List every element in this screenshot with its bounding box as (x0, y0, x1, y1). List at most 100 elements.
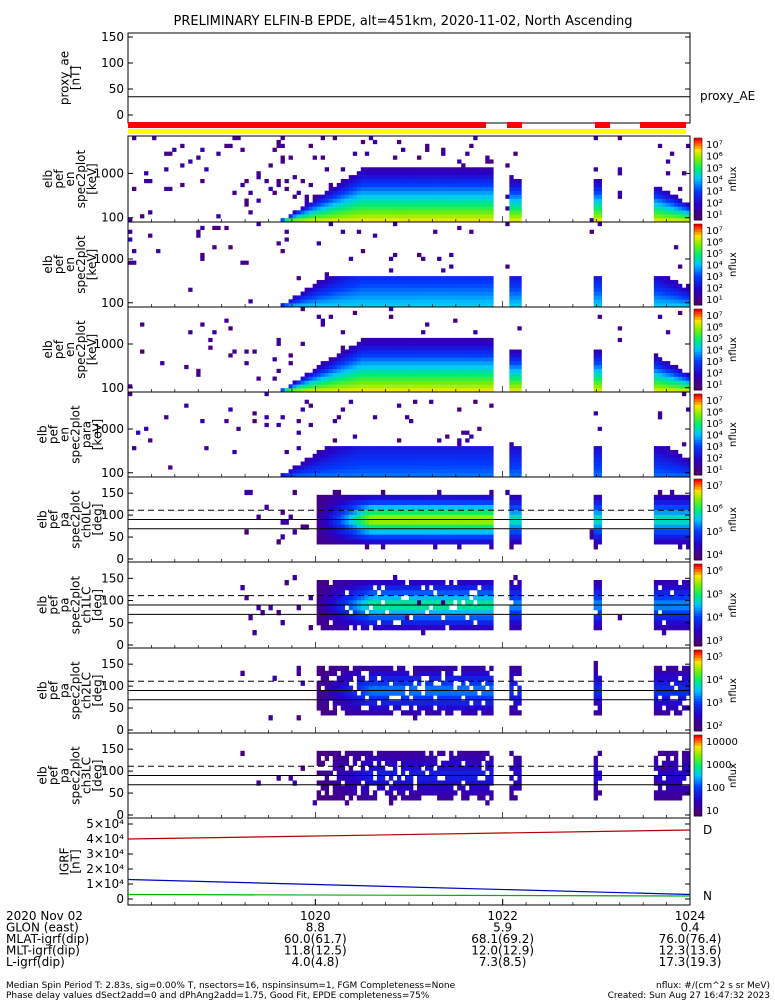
spectrogram-cell (417, 202, 422, 207)
spectrogram-cell (180, 182, 185, 188)
spectrogram-cell (132, 249, 137, 254)
spectrogram-cell (356, 465, 362, 470)
pitch-angle-cell (417, 755, 422, 761)
spectrogram-cell (396, 353, 402, 358)
pitch-angle-cell (461, 670, 466, 676)
pitch-angle-cell (340, 770, 346, 776)
spectrogram-cell (364, 194, 370, 199)
pitch-angle-cell (340, 509, 346, 515)
pitch-angle-cell (348, 499, 354, 505)
spectrogram-cell (388, 357, 394, 362)
colorbar-pa_ch1 (694, 569, 702, 573)
pitch-angle-cell (677, 685, 683, 691)
spectrogram-cell (485, 368, 490, 373)
pitch-angle-cell (473, 705, 478, 711)
pitch-angle-cell (417, 610, 422, 616)
spectrogram-cell (449, 299, 454, 304)
pitch-angle-cell (669, 524, 675, 530)
pitch-angle-cell (653, 509, 659, 515)
pitch-angle-cell (384, 509, 390, 515)
spectrogram-cell (340, 182, 346, 188)
spectrogram-cell (441, 368, 446, 373)
spectrogram-cell (200, 225, 205, 231)
spectrogram-cell (300, 210, 305, 215)
pitch-angle-cell (388, 750, 394, 757)
spectrogram-cell (388, 198, 394, 203)
pitch-angle-cell (481, 499, 486, 505)
spectrogram-cell (597, 295, 602, 300)
spectrogram-cell (388, 279, 394, 285)
pitch-angle-cell (449, 620, 454, 626)
spectrogram-cell (669, 194, 675, 199)
spectrogram-cell (380, 206, 386, 211)
spectrogram-cell (364, 283, 370, 288)
pitch-angle-cell (517, 585, 522, 591)
spectrogram-cell (461, 337, 466, 343)
colorbar-tick-pa_ch0: 10⁷ (706, 481, 723, 492)
spectrogram-cell (384, 171, 390, 176)
pitch-angle-cell (413, 580, 418, 586)
pitch-angle-cell (465, 504, 470, 510)
spectrogram-cell (320, 194, 325, 199)
pitch-angle-cell (673, 514, 679, 520)
pitch-angle-cell (320, 625, 325, 631)
pitch-angle-cell (425, 494, 430, 501)
colorbar-tick-pa_ch1: 10⁶ (706, 566, 723, 577)
pitch-angle-cell (509, 534, 514, 540)
pitch-angle-cell (517, 700, 522, 706)
spectrogram-cell (445, 167, 450, 172)
spectrogram-cell (360, 295, 366, 300)
pitch-angle-cell (681, 534, 687, 540)
pitch-angle-cell (352, 504, 358, 510)
spectrogram-cell (457, 182, 462, 188)
spectrogram-cell (308, 422, 313, 428)
pitch-angle-cell (360, 790, 366, 796)
spectrogram-cell (336, 190, 342, 195)
pitch-angle-cell (400, 585, 406, 591)
spectrogram-cell (437, 372, 442, 377)
pitch-angle-cell (404, 514, 410, 520)
pitch-angle-cell (348, 534, 354, 540)
spectrogram-cell (445, 357, 450, 362)
spectrogram-cell (465, 190, 470, 195)
pitch-angle-cell (413, 519, 418, 525)
spectrogram-cell (316, 380, 321, 385)
spectrogram-cell (489, 194, 494, 199)
spectrogram-cell (461, 376, 466, 381)
pitch-angle-cell (465, 695, 470, 701)
pitch-angle-cell (441, 580, 446, 586)
spectrogram-cell (404, 299, 410, 304)
pitch-angle-cell (421, 504, 426, 510)
spectrogram-cell (364, 372, 370, 377)
spectrogram-cell (669, 202, 675, 207)
spectrogram-cell (665, 198, 671, 203)
spectrogram-cell (489, 465, 494, 470)
pitch-angle-cell (360, 620, 366, 626)
spectrogram-cell (409, 469, 414, 474)
pitch-angle-cell (368, 695, 374, 701)
pitch-angle-cell (320, 590, 325, 596)
pitch-angle-cell (653, 625, 659, 631)
spectrogram-cell (417, 449, 422, 455)
pitch-angle-cell (340, 600, 346, 606)
pitch-angle-cell (413, 595, 418, 601)
pitch-angle-cell (296, 665, 301, 672)
colorbar-frame-en_perp (693, 223, 703, 306)
spectrogram-cell (469, 361, 474, 366)
pitch-angle-cell (469, 524, 474, 530)
pitch-angle-cell (481, 710, 486, 716)
pitch-angle-cell (429, 750, 434, 757)
pitch-angle-cell (421, 499, 426, 505)
spectrogram-cell (308, 384, 313, 389)
pitch-angle-cell (593, 514, 598, 520)
pitch-angle-cell (380, 580, 386, 586)
spectrogram-cell (340, 384, 346, 389)
spectrogram-cell (328, 361, 334, 366)
spectrogram-cell (513, 465, 518, 470)
spectrogram-cell (392, 446, 398, 451)
spectrogram-cell (457, 171, 462, 176)
spectrogram-cell (593, 214, 598, 219)
colorbar-en_para (694, 360, 702, 364)
spectrogram-cell (388, 368, 394, 373)
spectrogram-cell (376, 279, 382, 285)
